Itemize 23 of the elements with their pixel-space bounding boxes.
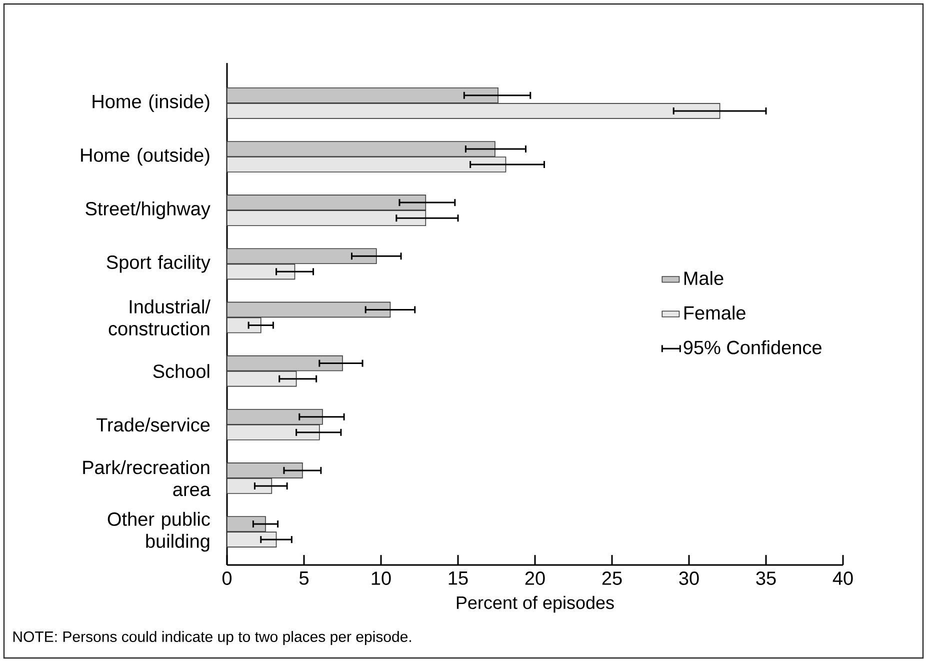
text: NOTE: Persons could indicate up to two places per episode. — [13, 631, 411, 645]
legend-label: Male — [684, 271, 724, 286]
y-tick-label: Home (outside) — [81, 148, 210, 166]
y-tick-label: Trade/service — [96, 418, 210, 432]
x-axis-title: Percent of episodes — [456, 596, 614, 613]
x-tick-label: 20 — [525, 572, 545, 585]
legend-label: Female — [684, 306, 746, 320]
x-tick-label: 15 — [448, 572, 468, 585]
x-tick-label: 30 — [679, 572, 699, 585]
annotation: 95% Confidence — [684, 340, 822, 354]
x-tick-label: 10 — [372, 572, 391, 585]
x-tick-label: 0 — [222, 572, 232, 585]
x-tick-label: 35 — [756, 572, 776, 585]
x-tick-label: 5 — [299, 572, 308, 585]
y-tick-label: Home (inside) — [92, 94, 210, 112]
y-tick-label: Industrial/ construction — [108, 300, 210, 336]
y-tick-label: Sport facility — [106, 255, 210, 273]
y-tick-label: School — [153, 364, 210, 378]
x-tick-label: 25 — [602, 572, 622, 585]
x-tick-label: 40 — [832, 572, 853, 585]
y-tick-label: Park/recreation area — [83, 460, 210, 496]
y-tick-label: Other public building — [108, 512, 210, 552]
y-tick-label: Street/highway — [86, 201, 210, 220]
